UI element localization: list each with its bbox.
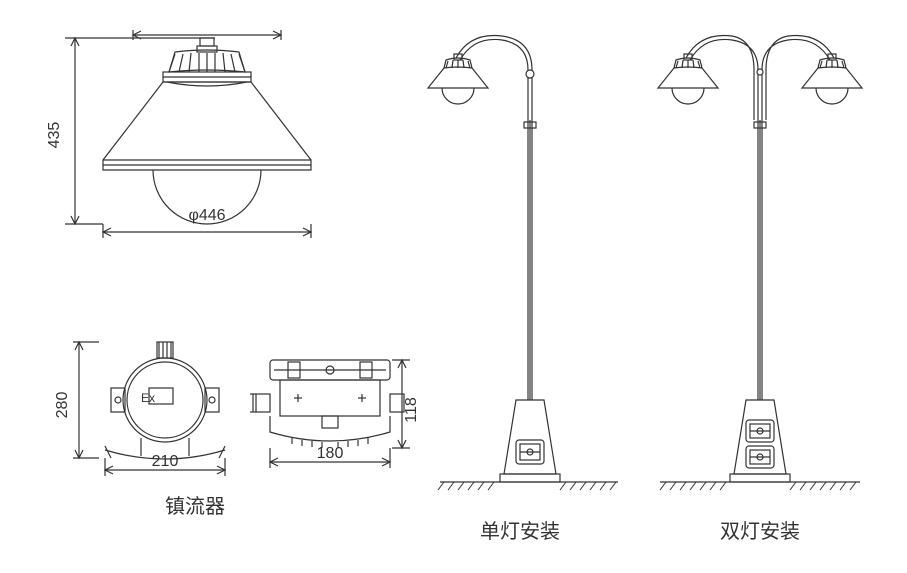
single-lamp-label: 单灯安装	[480, 515, 560, 544]
single-lamp-drawing	[420, 20, 620, 510]
dim-ballast-height-side: 118	[403, 397, 420, 423]
dim-lamp-height: 435	[46, 122, 63, 149]
ballast-label: 镇流器	[165, 490, 225, 519]
ex-mark: Ex	[141, 391, 155, 405]
dim-lamp-diameter: φ446	[188, 207, 225, 224]
dim-ballast-width-side: 180	[317, 445, 344, 462]
ballast-front-drawing: 280 210 Ex	[55, 320, 255, 490]
dim-ballast-height: 280	[55, 392, 71, 419]
lamp-head-drawing: 435 φ446	[45, 20, 345, 270]
dim-ballast-width-front: 210	[152, 453, 179, 470]
double-lamp-label: 双灯安装	[720, 515, 800, 544]
ballast-side-drawing: 180 118	[250, 320, 430, 490]
double-lamp-drawing	[630, 20, 890, 510]
